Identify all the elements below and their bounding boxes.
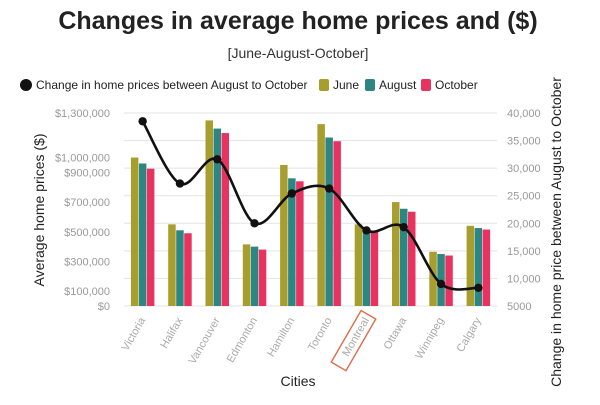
legend-item-october[interactable]: October	[421, 78, 478, 92]
bar-august	[288, 178, 296, 306]
line-point	[175, 179, 185, 188]
legend-item-august[interactable]: August	[365, 78, 417, 92]
legend-label-october: October	[435, 78, 478, 92]
bar-october	[146, 168, 155, 306]
bar-october	[408, 211, 416, 306]
bar-october	[482, 229, 491, 306]
x-tick-label: Victoria	[120, 315, 149, 353]
y-tick-label: $100,000	[64, 286, 110, 298]
legend-label-line: Change in home prices between August to …	[36, 78, 308, 92]
bar-june	[242, 244, 251, 306]
x-tick-label: Winnipeg	[413, 316, 446, 362]
bar-june	[280, 164, 288, 306]
y-axis-right: 5000 10,000 15,000 20,000 25,000 30,000 35,000…	[507, 108, 541, 313]
x-axis: Victoria Halifax Vancouver Edmonton Hamilton…	[120, 309, 485, 372]
y-tick-label: $300,000	[64, 256, 110, 268]
bar-june	[130, 157, 139, 306]
y-axis-left: $0 $100,000 $300,000 $500,000 $700,000 $900,0…	[55, 108, 110, 313]
x-tick-label: Edmonton	[225, 316, 260, 365]
bar-june	[317, 124, 325, 306]
y-axis-title: Average home prices ($)	[31, 133, 47, 286]
bar-october	[445, 255, 453, 306]
legend-label-june: June	[333, 78, 359, 92]
y2-tick-label: 15,000	[507, 246, 541, 258]
legend-label-august: August	[379, 78, 417, 92]
chart-title: Changes in average home prices and ($)	[58, 7, 537, 35]
line-path	[141, 120, 479, 291]
bar-june	[429, 251, 437, 306]
y-tick-label: $1,000,000	[55, 153, 110, 165]
bar-august	[325, 137, 333, 306]
y2-tick-label: 40,000	[507, 108, 541, 120]
y-tick-label: $900,000	[64, 167, 110, 179]
bar-series	[130, 120, 491, 306]
bar-august	[250, 246, 259, 306]
y-tick-label: $500,000	[64, 227, 110, 239]
bar-june	[205, 120, 213, 306]
y2-axis-title: Change in home price between August to O…	[548, 77, 564, 387]
bar-october	[221, 133, 229, 306]
line-point	[287, 189, 297, 198]
y-tick-label: $1,300,000	[55, 108, 110, 120]
line-point	[436, 279, 446, 289]
y-tick-label: $0	[98, 301, 110, 313]
line-point	[399, 222, 408, 232]
bar-october	[296, 181, 304, 306]
line-point	[213, 155, 222, 164]
legend-item-line[interactable]: Change in home prices between August to …	[20, 78, 308, 92]
bar-august	[138, 163, 147, 306]
highlight-box	[330, 309, 377, 372]
legend-item-june[interactable]: June	[319, 78, 359, 92]
x-tick-label: Toronto	[306, 316, 335, 354]
x-tick-label: Vancouver	[187, 315, 223, 366]
chart-subtitle: [June-August-October]	[228, 45, 369, 61]
y2-tick-label: 5000	[507, 301, 531, 313]
legend-swatch-october	[421, 79, 431, 91]
legend-swatch-line	[20, 79, 32, 91]
bar-june	[466, 225, 475, 306]
line-point	[250, 219, 259, 228]
bar-august	[362, 228, 371, 306]
bar-august	[400, 208, 408, 306]
legend[interactable]: Change in home prices between August to …	[20, 78, 478, 92]
bar-october	[184, 233, 192, 306]
y2-tick-label: 35,000	[507, 136, 541, 148]
legend-swatch-june	[319, 79, 329, 91]
x-tick-label: Calgary	[455, 315, 485, 354]
y2-tick-label: 25,000	[507, 191, 541, 203]
x-tick-label: Ottawa	[382, 315, 410, 352]
x-axis-title: Cities	[280, 373, 315, 389]
bar-october	[370, 231, 379, 306]
line-point	[324, 184, 334, 193]
bar-june	[392, 202, 400, 306]
y-tick-label: $700,000	[64, 197, 110, 209]
bar-august	[474, 228, 483, 306]
line-series	[138, 117, 483, 293]
bar-june	[354, 224, 363, 306]
bar-june	[168, 224, 176, 306]
bar-october	[333, 141, 341, 306]
y2-tick-label: 20,000	[507, 218, 541, 230]
y2-tick-label: 10,000	[507, 273, 541, 285]
line-point	[138, 117, 147, 126]
y2-tick-label: 30,000	[507, 163, 541, 175]
line-point	[362, 226, 371, 235]
bar-august	[176, 230, 184, 306]
x-tick-label: Hamilton	[265, 316, 297, 360]
x-tick-label: Halifax	[158, 315, 185, 351]
bar-august	[213, 128, 221, 306]
legend-swatch-august	[365, 79, 375, 91]
bar-october	[258, 249, 267, 306]
line-point	[474, 283, 483, 293]
